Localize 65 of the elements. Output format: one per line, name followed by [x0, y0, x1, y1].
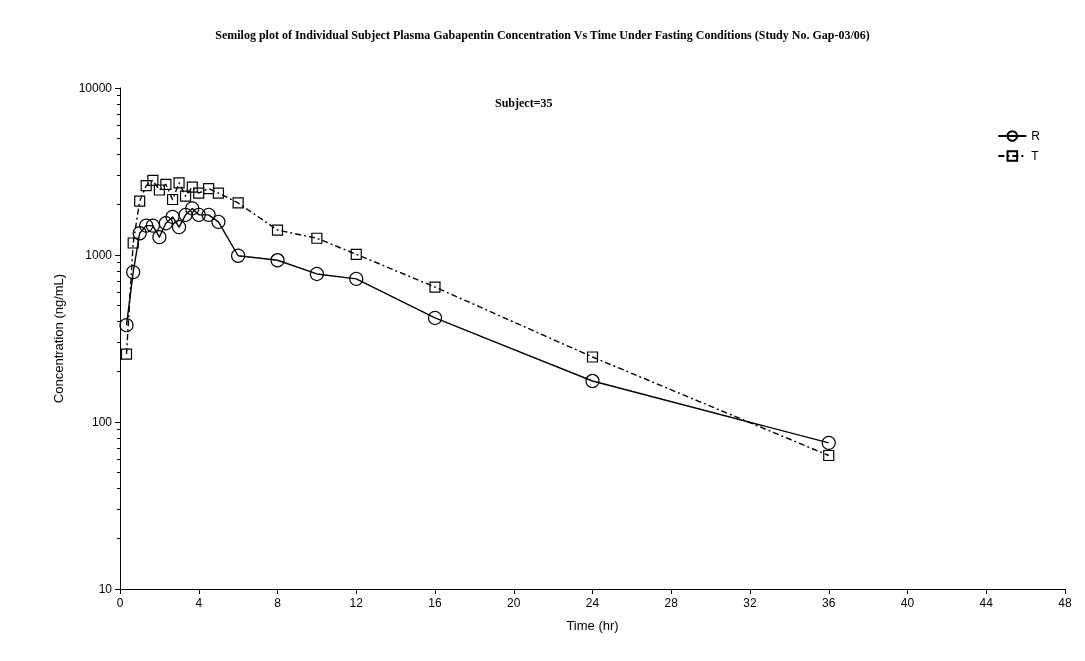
point — [179, 190, 192, 202]
point — [232, 197, 244, 209]
x-tick-label: 8 — [274, 596, 282, 610]
point — [127, 237, 139, 249]
point — [350, 248, 362, 260]
x-tick-label: 40 — [900, 596, 915, 610]
point — [311, 232, 323, 244]
point — [145, 218, 160, 233]
point — [427, 310, 443, 326]
point — [429, 281, 441, 293]
point — [134, 195, 146, 207]
y-tick-label: 10000 — [78, 81, 113, 95]
legend-label: R — [1031, 129, 1041, 143]
point — [185, 201, 200, 216]
x-tick-label: 16 — [428, 596, 442, 610]
x-tick-label: 12 — [349, 596, 364, 610]
point — [166, 193, 179, 206]
point — [140, 180, 152, 192]
x-tick-label: 48 — [1058, 596, 1072, 610]
point — [309, 266, 324, 282]
y-axis-title: Concentration (ng/mL) — [51, 273, 66, 404]
point — [586, 351, 599, 363]
point — [823, 449, 835, 462]
point — [201, 207, 216, 222]
point — [132, 226, 147, 241]
point — [186, 181, 198, 193]
chart-title: Semilog plot of Individual Subject Plasma Gabapentin Concentration Vs Time Under Fasting Conditions (Study No. Gap-03/06) — [215, 28, 870, 42]
point — [153, 184, 165, 196]
point — [165, 209, 180, 225]
y-tick-label: 100 — [91, 415, 113, 429]
point — [147, 174, 159, 186]
point — [193, 187, 205, 199]
point — [211, 214, 226, 229]
point — [171, 219, 187, 235]
text: Subject=35 — [495, 96, 553, 110]
point — [270, 253, 285, 268]
x-tick-label: 36 — [822, 596, 836, 610]
x-tick-label: 0 — [116, 596, 124, 610]
point — [126, 265, 141, 280]
point — [152, 230, 167, 245]
x-tick-label: 24 — [585, 596, 600, 610]
point — [821, 435, 836, 450]
point — [178, 207, 193, 222]
point — [173, 177, 185, 189]
x-tick-label: 4 — [195, 596, 203, 610]
legend-label: T — [1031, 149, 1040, 163]
point — [585, 373, 600, 389]
point — [212, 187, 225, 199]
x-tick-label: 20 — [507, 596, 521, 610]
point — [139, 218, 154, 233]
point — [160, 178, 172, 190]
point — [349, 271, 364, 286]
x-tick-label: 32 — [743, 596, 757, 610]
point — [158, 216, 173, 231]
y-tick-label: 1000 — [85, 248, 113, 262]
point — [191, 207, 206, 222]
x-tick-label: 44 — [979, 596, 994, 610]
point — [271, 224, 284, 236]
point — [120, 348, 133, 360]
y-tick-label: 10 — [98, 582, 113, 596]
point — [202, 182, 215, 195]
point — [119, 318, 134, 333]
x-axis-title: Time (hr) — [566, 618, 619, 633]
point — [231, 248, 246, 263]
x-tick-label: 28 — [664, 596, 679, 610]
